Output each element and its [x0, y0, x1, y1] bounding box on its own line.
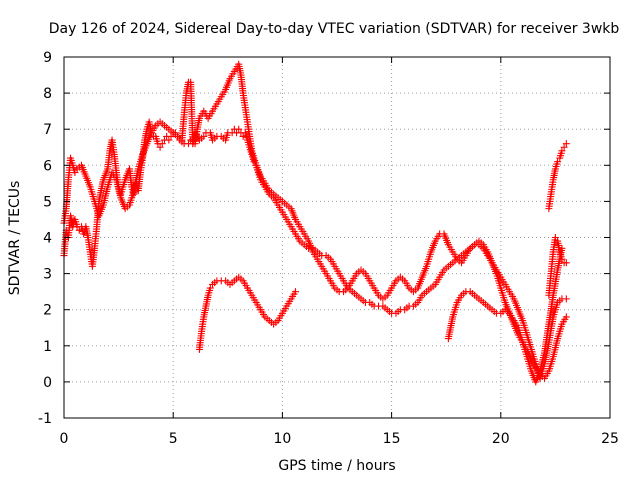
track-E-point	[558, 147, 566, 155]
y-axis-label: SDTVAR / TECUs	[7, 181, 23, 296]
y-tick-label: 5	[43, 194, 52, 210]
axis-ticks: 0 5 10 15 20 25 -1 0 1 2 3 4 5 6 7 8 9	[38, 50, 619, 447]
track-B-point	[562, 295, 570, 303]
track-A-point	[239, 132, 247, 140]
chart-title: Day 126 of 2024, Sidereal Day-to-day VTE…	[49, 21, 620, 37]
track-A-point	[158, 140, 166, 148]
data-points	[60, 60, 570, 386]
track-E-point	[560, 143, 568, 151]
track-E-point	[562, 140, 570, 148]
x-axis-label: GPS time / hours	[278, 458, 395, 474]
x-tick-label: 5	[169, 431, 178, 447]
track-F-point	[562, 259, 570, 267]
track-C-point	[292, 288, 300, 296]
x-tick-label: 25	[601, 431, 619, 447]
x-tick-label: 0	[60, 431, 69, 447]
x-tick-label: 10	[273, 431, 291, 447]
track-E-point	[554, 158, 562, 166]
track-C-point	[206, 284, 214, 292]
x-tick-label: 15	[383, 431, 401, 447]
y-tick-label: 4	[43, 231, 52, 247]
track-A-point	[156, 143, 164, 151]
track-A-point	[200, 132, 208, 140]
track-A-point	[165, 136, 173, 144]
track-F-point	[558, 255, 566, 263]
y-tick-label: 9	[43, 50, 52, 66]
y-tick-label: 3	[43, 267, 52, 283]
y-tick-label: 2	[43, 303, 52, 319]
track-A-point	[75, 226, 83, 234]
y-tick-label: 7	[43, 122, 52, 138]
y-tick-label: -1	[38, 411, 52, 427]
y-tick-label: 0	[43, 375, 52, 391]
track-A-point	[562, 313, 570, 321]
y-tick-label: 8	[43, 86, 52, 102]
y-tick-label: 1	[43, 339, 52, 355]
track-A-point	[235, 125, 243, 133]
track-B-point	[71, 169, 79, 177]
track-F-point	[551, 234, 559, 241]
y-tick-label: 6	[43, 158, 52, 174]
x-tick-label: 20	[492, 431, 510, 447]
